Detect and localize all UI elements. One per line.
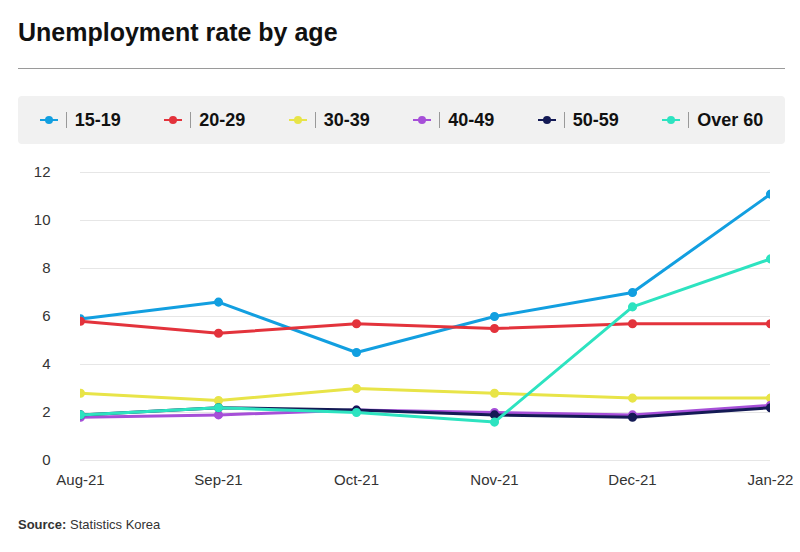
svg-text:Aug-21: Aug-21: [56, 471, 104, 488]
svg-text:12: 12: [34, 163, 51, 180]
svg-text:Jan-22: Jan-22: [748, 471, 794, 488]
svg-text:Nov-21: Nov-21: [470, 471, 518, 488]
svg-text:Sep-21: Sep-21: [194, 471, 242, 488]
svg-text:6: 6: [42, 307, 50, 324]
html-text:30-39: 30-39: [323, 109, 370, 130]
svg-text:Dec-21: Dec-21: [608, 471, 656, 488]
html-text:50-59: 50-59: [572, 109, 619, 130]
html-text:15-19: 15-19: [74, 109, 121, 130]
html-text:Unemployment rate by age: Unemployment rate by age: [18, 18, 338, 46]
svg-text:4: 4: [42, 355, 50, 372]
html-text:20-29: 20-29: [199, 109, 246, 130]
html-text:Source: Statistics Korea: Source: Statistics Korea: [18, 517, 161, 532]
html-text:Over 60: Over 60: [697, 109, 764, 130]
svg-text:2: 2: [42, 403, 50, 420]
svg-text:10: 10: [34, 211, 51, 228]
svg-text:0: 0: [42, 451, 50, 468]
svg-text:8: 8: [42, 259, 50, 276]
html-text:40-49: 40-49: [448, 109, 495, 130]
svg-text:Oct-21: Oct-21: [334, 471, 379, 488]
